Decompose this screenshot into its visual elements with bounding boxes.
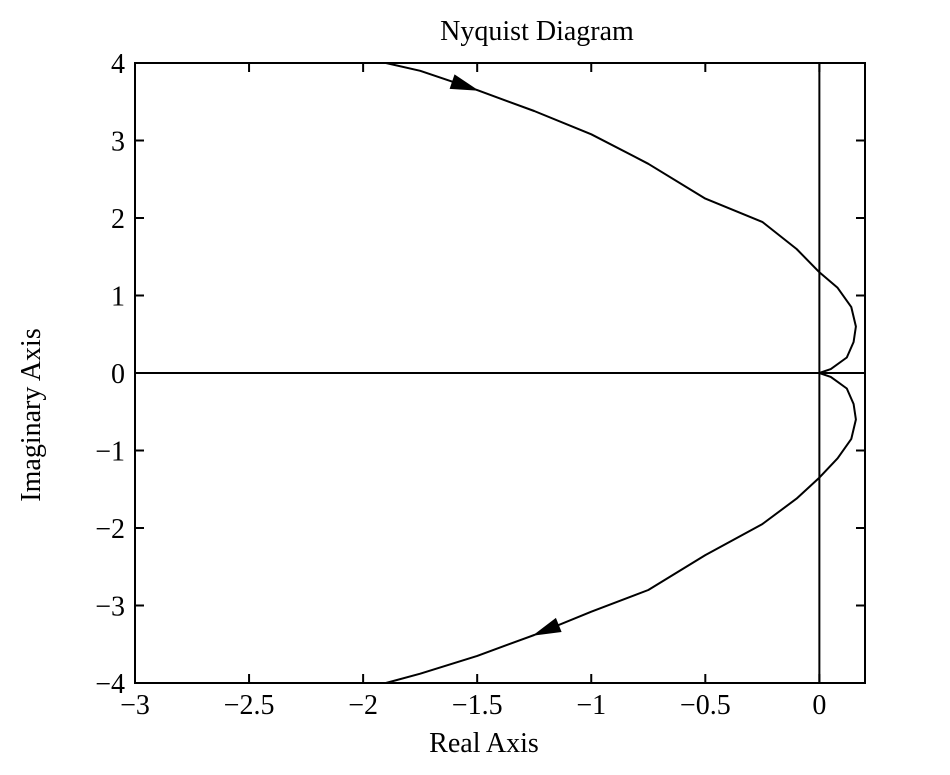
x-axis-label: Real Axis xyxy=(429,728,539,759)
y-tick-label: −3 xyxy=(95,592,125,623)
y-tick-label: −4 xyxy=(95,669,125,700)
y-tick-label: 4 xyxy=(111,49,125,80)
y-tick-label: 3 xyxy=(111,127,125,158)
nyquist-curve xyxy=(385,62,857,374)
direction-arrow xyxy=(449,74,480,91)
chart-title: Nyquist Diagram xyxy=(440,16,634,47)
x-tick-label: −3 xyxy=(120,690,150,721)
y-tick-label: 0 xyxy=(111,359,125,390)
y-axis-label: Imaginary Axis xyxy=(16,328,47,501)
y-tick-label: −2 xyxy=(95,514,125,545)
x-tick-label: −2.5 xyxy=(224,690,275,721)
y-tick-label: 1 xyxy=(111,282,125,313)
x-tick-label: −1 xyxy=(576,690,606,721)
plot-area xyxy=(134,62,866,684)
x-tick-label: 0 xyxy=(812,690,826,721)
x-tick-label: −0.5 xyxy=(680,690,731,721)
x-tick-label: −2 xyxy=(348,690,378,721)
direction-arrow xyxy=(532,617,562,636)
y-tick-label: −1 xyxy=(95,437,125,468)
series-layer xyxy=(385,62,857,684)
x-tick-label: −1.5 xyxy=(452,690,503,721)
nyquist-curve xyxy=(385,372,857,684)
y-tick-label: 2 xyxy=(111,204,125,235)
